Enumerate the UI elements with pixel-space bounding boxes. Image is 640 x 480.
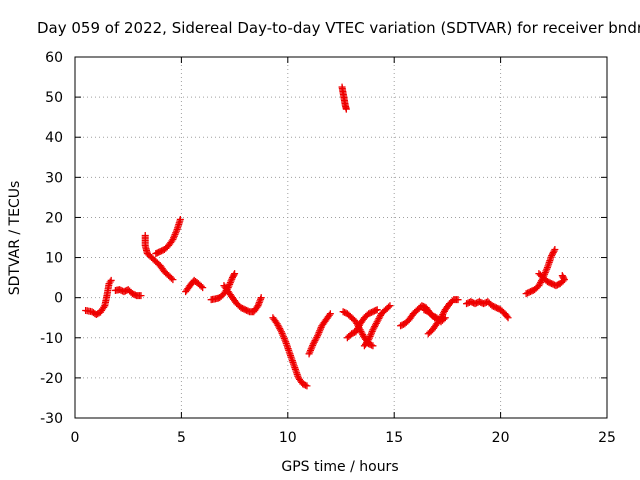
data-point-fill: [367, 331, 375, 339]
data-point-fill: [308, 343, 316, 351]
data-point-fill: [314, 330, 322, 338]
data-point-fill: [385, 303, 393, 311]
data-point: [454, 296, 462, 304]
data-point-fill: [277, 326, 285, 334]
data-point-fill: [309, 341, 317, 349]
data-point-fill: [170, 232, 178, 240]
data-point: [326, 310, 334, 318]
data-point-fill: [278, 329, 286, 337]
data-point: [548, 252, 556, 260]
data-point: [169, 276, 177, 284]
data-point: [551, 246, 559, 254]
data-point-fill: [302, 381, 310, 389]
data-point-fill: [226, 280, 234, 288]
data-point-fill: [172, 229, 180, 237]
data-point-fill: [548, 250, 556, 258]
data-point-fill: [170, 234, 178, 242]
data-points: [82, 83, 568, 390]
data-point-fill: [503, 312, 511, 320]
y-tick-label: -10: [40, 331, 63, 347]
data-point-fill: [197, 282, 205, 290]
data-point-fill: [316, 325, 324, 333]
data-point: [373, 306, 381, 314]
chart-title: Day 059 of 2022, Sidereal Day-to-day VTE…: [37, 19, 640, 37]
y-tick-label: 0: [54, 291, 63, 307]
y-tick-label: 60: [45, 50, 63, 66]
axis-ticks: 0 5 10 15 20 25 -30 -20 -10 0 10 20 30 40 50 60: [40, 50, 616, 446]
data-point-fill: [325, 311, 333, 319]
y-tick-label: -20: [40, 371, 63, 387]
data-point-fill: [306, 348, 314, 356]
data-point-fill: [541, 269, 549, 277]
data-point: [277, 328, 285, 336]
x-tick-label: 10: [279, 430, 297, 446]
data-point-fill: [559, 273, 567, 281]
x-tick-label: 5: [177, 430, 186, 446]
data-point: [342, 105, 350, 113]
y-tick-label: 30: [45, 170, 63, 186]
x-tick-label: 20: [492, 430, 510, 446]
x-axis-label: GPS time / hours: [281, 459, 398, 475]
data-point-fill: [365, 334, 373, 342]
data-point-fill: [307, 345, 315, 353]
data-point: [303, 382, 311, 390]
y-tick-label: -30: [40, 411, 63, 427]
data-point: [558, 272, 566, 280]
x-tick-label: 0: [71, 430, 80, 446]
data-point: [369, 342, 377, 350]
x-tick-label: 15: [385, 430, 403, 446]
data-point-fill: [106, 278, 114, 286]
data-point-fill: [368, 327, 376, 335]
data-point-fill: [100, 303, 108, 311]
y-tick-label: 20: [45, 210, 63, 226]
data-point-fill: [279, 331, 287, 339]
data-point: [365, 336, 373, 344]
data-point-fill: [281, 336, 289, 344]
data-point-fill: [316, 327, 324, 335]
grid-lines: [75, 57, 607, 418]
data-point-fill: [227, 277, 235, 285]
data-point-fill: [280, 333, 288, 341]
data-point: [137, 292, 145, 300]
x-tick-label: 25: [598, 430, 616, 446]
data-point: [386, 302, 394, 310]
data-point-fill: [228, 275, 236, 283]
y-axis-label: SDTVAR / TECUs: [7, 181, 23, 296]
data-point-fill: [226, 279, 234, 287]
data-point-fill: [372, 306, 380, 314]
data-point: [314, 332, 322, 340]
data-point-fill: [368, 329, 376, 337]
data-point-fill: [167, 274, 175, 282]
data-point: [107, 276, 115, 284]
data-point-fill: [366, 332, 374, 340]
data-point-fill: [172, 227, 180, 235]
data-point: [257, 294, 265, 302]
data-point: [305, 350, 313, 358]
data-point: [199, 284, 207, 292]
data-point-fill: [280, 334, 288, 342]
y-tick-label: 40: [45, 130, 63, 146]
data-point: [169, 236, 177, 244]
data-point-fill: [550, 247, 558, 255]
data-point-fill: [368, 341, 376, 349]
data-point-fill: [313, 333, 321, 341]
data-point-fill: [549, 249, 557, 257]
data-point-fill: [171, 230, 179, 238]
y-tick-label: 50: [45, 90, 63, 106]
data-point: [231, 270, 239, 278]
data-point-fill: [315, 328, 323, 336]
y-tick-label: 10: [45, 251, 63, 267]
data-point-fill: [542, 267, 550, 275]
data-point-fill: [306, 346, 314, 354]
data-point-fill: [230, 271, 238, 279]
data-point-fill: [543, 265, 551, 273]
data-point: [176, 215, 184, 223]
data-point: [504, 314, 512, 322]
plot-frame: [74, 56, 608, 419]
